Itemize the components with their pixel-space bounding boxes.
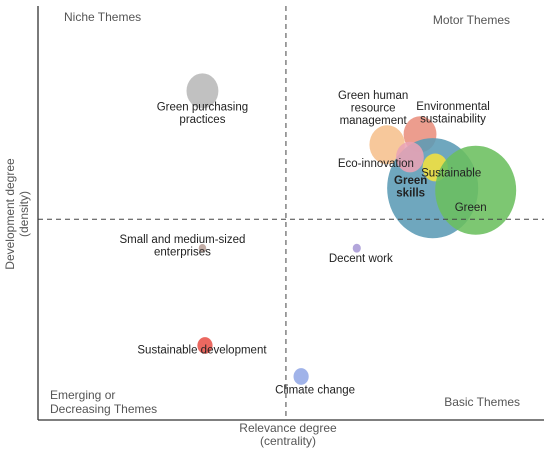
bubble-eco-innovation xyxy=(395,141,424,173)
bubble-sustainable-development xyxy=(197,337,213,354)
label-line: resource xyxy=(351,103,396,115)
label-line: Sustainable xyxy=(421,167,481,179)
label-line: Sustainable development xyxy=(137,344,267,356)
label-line: Green human xyxy=(338,90,408,102)
label-sustainable-development: Sustainable development xyxy=(137,344,267,356)
label-layer: Green purchasing practices Environmental su… xyxy=(119,90,489,396)
quadrant-label-top-left: Niche Themes xyxy=(64,10,141,24)
bubble-climate-change xyxy=(293,368,309,385)
label-line: Climate change xyxy=(275,385,355,397)
quadrant-label-top-right: Motor Themes xyxy=(433,13,510,27)
label-green: Green xyxy=(455,202,487,214)
label-green-purchasing-practices: Green purchasing practices xyxy=(157,102,248,127)
label-line: sustainability xyxy=(420,114,486,126)
bubble-small-and-medium-sized-enterprises xyxy=(198,244,207,253)
quadrant-label-bottom-left-line2: Decreasing Themes xyxy=(50,402,157,416)
label-line: Green xyxy=(455,202,487,214)
bubble-layer xyxy=(186,73,517,385)
label-green-skills: Green skills xyxy=(394,175,427,200)
y-axis-title-line1: Development degree xyxy=(3,158,17,270)
label-small-and-medium-sized-enterprises: Small and medium-sized enterprises xyxy=(119,234,245,259)
bubble-decent-work xyxy=(352,243,361,253)
bubble-green xyxy=(435,145,517,235)
label-line: enterprises xyxy=(154,246,211,258)
x-axis-title-line2: (centrality) xyxy=(260,434,316,448)
quadrant-label-bottom-left-line1: Emerging or xyxy=(50,388,115,402)
x-axis-title-line1: Relevance degree xyxy=(239,421,337,435)
label-line: skills xyxy=(396,187,425,199)
label-line: management xyxy=(340,115,408,127)
label-line: Eco-innovation xyxy=(338,158,414,170)
label-line: Green xyxy=(394,175,427,187)
bubble-green-human-resource-management xyxy=(369,125,405,165)
label-line: Decent work xyxy=(329,253,393,265)
bubble-green-purchasing-practices xyxy=(186,73,219,109)
label-climate-change: Climate change xyxy=(275,385,355,397)
label-line: Green purchasing xyxy=(157,102,248,114)
label-decent-work: Decent work xyxy=(329,253,393,265)
label-line: practices xyxy=(179,114,225,126)
label-line: Small and medium-sized xyxy=(119,234,245,246)
label-green-human-resource-management: Green human resource management xyxy=(338,90,408,127)
label-sustainable: Sustainable xyxy=(421,167,481,179)
label-eco-innovation: Eco-innovation xyxy=(338,158,414,170)
label-line: Environmental xyxy=(416,101,490,113)
y-axis-title-line2: (density) xyxy=(17,191,31,237)
label-environmental-sustainability: Environmental sustainability xyxy=(416,101,490,126)
quadrant-label-bottom-right: Basic Themes xyxy=(444,395,520,409)
